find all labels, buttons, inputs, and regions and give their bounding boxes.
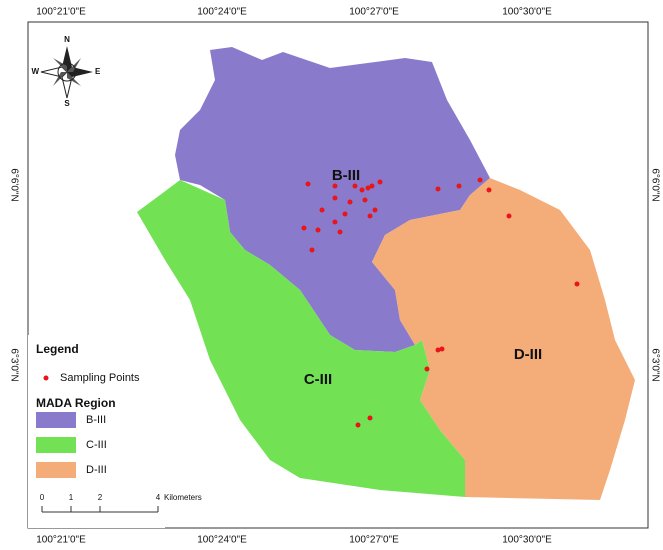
region-label: C-III — [304, 371, 332, 388]
bottom-coord: 100°21'0"E — [36, 535, 86, 546]
legend-label: C-III — [86, 439, 107, 451]
top-coord: 100°27'0"E — [349, 7, 399, 18]
bottom-coord: 100°27'0"E — [349, 535, 399, 546]
legend-point — [43, 375, 49, 381]
legend: Legend Sampling Points MADA Region — [28, 335, 165, 528]
top-coord: 100°21'0"E — [36, 7, 86, 18]
region-label: B-III — [332, 167, 360, 184]
legend-swatch — [36, 462, 76, 478]
bottom-coord: 100°24'0"E — [197, 535, 247, 546]
region-b-iii — [175, 47, 490, 352]
legend-title: Legend — [36, 342, 79, 356]
compass-s: S — [64, 99, 70, 108]
legend-region-title: MADA Region — [36, 396, 116, 410]
sampling-points — [301, 177, 580, 428]
legend-label: B-III — [86, 414, 106, 426]
legend-label: D-III — [86, 464, 107, 476]
region-c-iii — [137, 180, 465, 497]
scale-label: 4 — [156, 493, 161, 502]
scale-label: 0 — [40, 493, 45, 502]
legend-swatch — [36, 412, 76, 428]
compass-e: E — [95, 67, 101, 76]
left-coord: 6°3'0"N — [8, 348, 19, 381]
legend-points: Sampling Points — [60, 372, 140, 384]
scale-unit: Kilometers — [164, 493, 202, 502]
region-d-iii — [372, 178, 635, 500]
compass: N S W E — [31, 35, 101, 108]
top-coord: 100°24'0"E — [197, 7, 247, 18]
right-coord: 6°6'0"N — [649, 168, 660, 201]
scale-label: 2 — [98, 493, 103, 502]
left-coord: 6°6'0"N — [8, 168, 19, 201]
scale-label: 1 — [69, 493, 74, 502]
compass-n: N — [64, 35, 70, 44]
legend-box — [28, 335, 165, 528]
bottom-coord: 100°30'0"E — [502, 535, 552, 546]
legend-swatch — [36, 437, 76, 453]
right-coord: 6°3'0"N — [649, 348, 660, 381]
region-label: D-III — [514, 346, 542, 363]
top-coord: 100°30'0"E — [502, 7, 552, 18]
compass-w: W — [31, 67, 39, 76]
